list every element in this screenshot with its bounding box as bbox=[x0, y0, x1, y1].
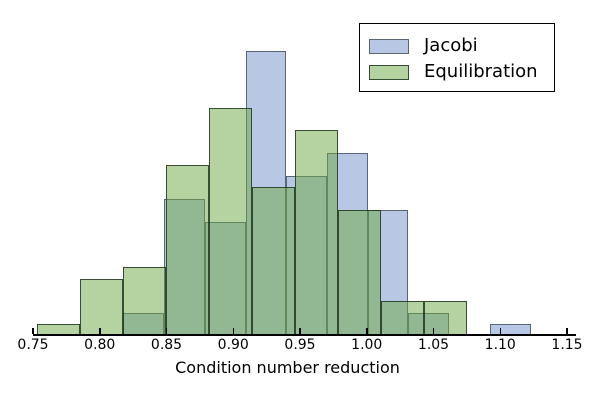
hist-bar-equilibration-6 bbox=[295, 130, 339, 336]
jacobi-legend-swatch bbox=[369, 38, 409, 54]
hist-bar-jacobi-9 bbox=[489, 324, 531, 336]
legend-entry-equilibration: Equilibration bbox=[369, 59, 554, 85]
hist-bar-equilibration-3 bbox=[165, 164, 209, 336]
equilibration-legend-label: Equilibration bbox=[424, 61, 538, 82]
hist-bar-equilibration-8 bbox=[381, 301, 425, 336]
hist-bar-equilibration-7 bbox=[338, 210, 382, 336]
legend-entry-jacobi: Jacobi bbox=[369, 33, 554, 59]
hist-bar-equilibration-0 bbox=[36, 324, 80, 336]
hist-bar-equilibration-1 bbox=[79, 278, 123, 336]
hist-bar-equilibration-9 bbox=[424, 301, 468, 336]
legend-box: Jacobi Equilibration bbox=[359, 23, 555, 92]
equilibration-legend-swatch bbox=[369, 64, 409, 80]
jacobi-legend-label: Jacobi bbox=[424, 35, 478, 56]
hist-bar-equilibration-5 bbox=[252, 187, 296, 336]
hist-bar-equilibration-4 bbox=[208, 107, 252, 336]
hist-bar-equilibration-2 bbox=[122, 267, 166, 336]
